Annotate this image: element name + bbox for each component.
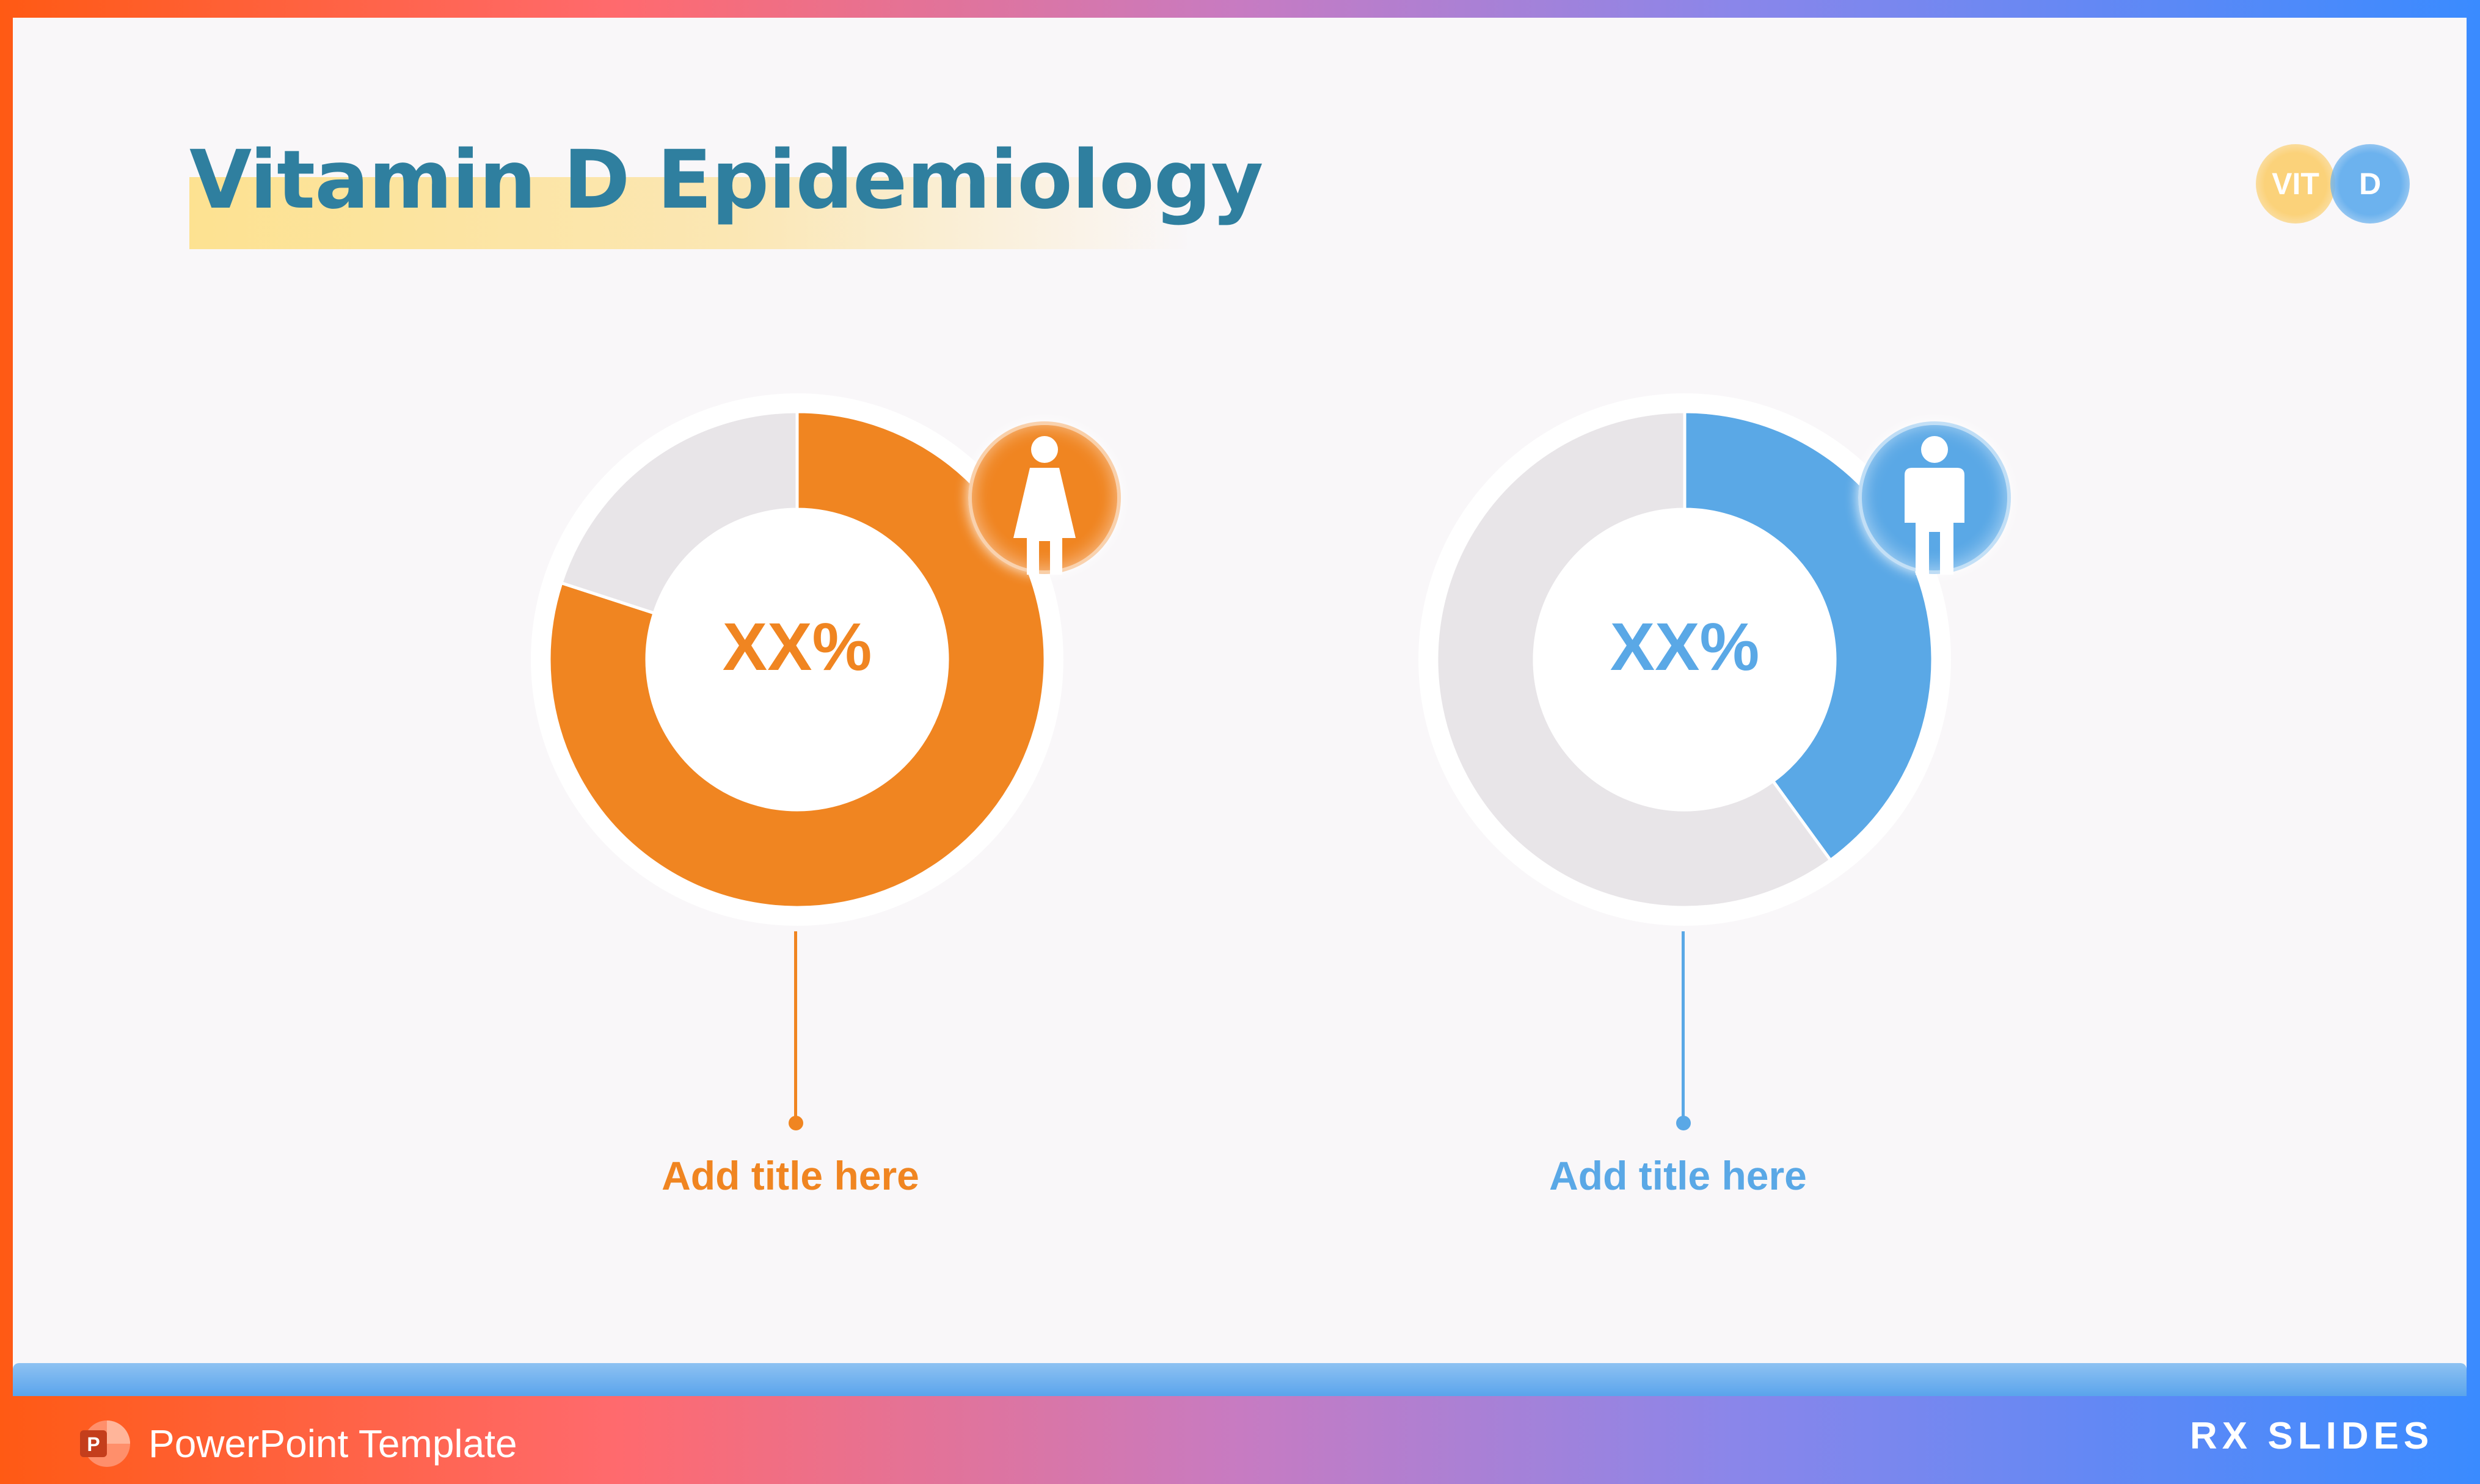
caption-male: Add title here: [1549, 1153, 1807, 1198]
caption-female: Add title here: [662, 1153, 919, 1198]
donut-hole: [647, 509, 947, 810]
title-highlight: [189, 177, 1187, 249]
male-icon-badge: [1858, 421, 2011, 575]
center-value-female: XX%: [722, 609, 872, 685]
footer-label: PowerPoint Template: [148, 1422, 517, 1466]
connector-dot-female: [789, 1116, 803, 1130]
page-title: Vitamin D Epidemiology: [189, 133, 1263, 227]
male-icon: [1905, 436, 1964, 575]
d-badge: D: [2330, 144, 2410, 224]
donut-chart-female: [531, 393, 1063, 926]
vit-badge: VIT: [2256, 144, 2335, 224]
female-icon: [1013, 436, 1076, 575]
slide-bottom-band: [13, 1363, 2467, 1396]
footer-brand: P PowerPoint Template: [76, 1417, 517, 1471]
female-icon-badge: [968, 421, 1121, 575]
center-value-male: XX%: [1610, 609, 1760, 685]
powerpoint-icon: P: [76, 1417, 130, 1471]
connector-line-male: [1682, 931, 1685, 1123]
title-block: Vitamin D Epidemiology: [189, 128, 1263, 256]
donut-chart-male: [1418, 393, 1951, 926]
connector-line-female: [794, 931, 797, 1123]
donut-hole: [1534, 509, 1835, 810]
svg-text:P: P: [87, 1433, 100, 1455]
connector-dot-male: [1676, 1116, 1691, 1130]
rxslides-logo: RX SLIDES: [2190, 1415, 2434, 1457]
